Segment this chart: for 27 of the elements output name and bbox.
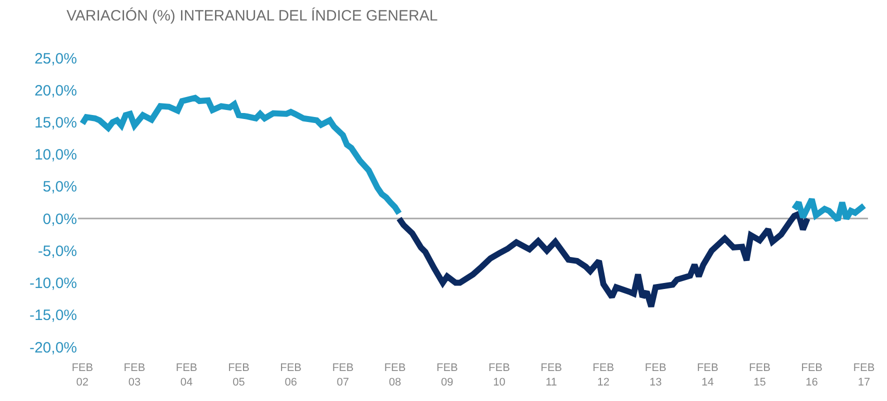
x-tick-label: FEB 07	[332, 362, 354, 388]
x-tick-label: FEB 12	[592, 362, 614, 388]
y-tick-label: 10,0%	[34, 146, 77, 164]
x-tick-label: FEB 09	[436, 362, 458, 388]
x-tick-label: FEB 15	[749, 362, 770, 388]
y-tick-label: 20,0%	[34, 82, 77, 100]
x-tick-label: FEB 03	[124, 362, 146, 388]
x-tick-label: FEB 04	[176, 362, 198, 388]
chart-title: VARIACIÓN (%) INTERANUAL DEL ÍNDICE GENERAL	[66, 6, 438, 25]
y-tick-label: -10,0%	[29, 275, 77, 292]
y-tick-label: 15,0%	[34, 114, 77, 132]
y-tick-label: -20,0%	[29, 339, 77, 356]
x-tick-label: FEB 17	[853, 362, 875, 388]
x-tick-label: FEB 05	[228, 362, 250, 388]
x-tick-label: FEB 14	[696, 362, 718, 388]
y-tick-label: 25,0%	[34, 50, 77, 68]
x-tick-label: FEB 02	[72, 362, 94, 388]
y-tick-label: -15,0%	[29, 307, 77, 324]
x-tick-label: FEB 13	[644, 362, 666, 388]
x-tick-label: FEB 16	[801, 362, 823, 388]
x-tick-label: FEB 11	[540, 362, 562, 388]
x-tick-label: FEB 06	[280, 362, 302, 388]
y-tick-label: -5,0%	[38, 242, 77, 260]
y-tick-label: 5,0%	[42, 178, 77, 196]
x-tick-label: FEB 10	[488, 362, 510, 388]
y-tick-label: 0,0%	[42, 210, 77, 228]
x-tick-label: FEB 08	[384, 362, 406, 388]
